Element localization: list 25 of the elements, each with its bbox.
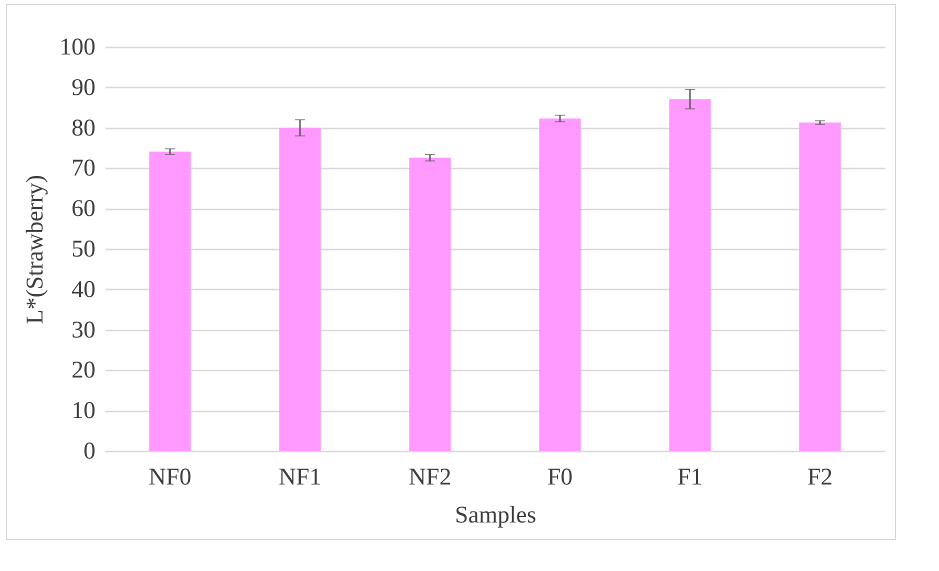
y-tick-label: 10 bbox=[72, 398, 96, 424]
x-tick-label: F1 bbox=[677, 464, 703, 490]
y-tick-label: 40 bbox=[72, 276, 96, 303]
y-axis-title: L*(Strawberry) bbox=[22, 174, 48, 324]
x-axis-title: Samples bbox=[454, 502, 536, 528]
y-tick-label: 70 bbox=[72, 156, 96, 182]
y-tick-label: 20 bbox=[72, 358, 96, 384]
bar bbox=[799, 122, 841, 451]
bar bbox=[279, 128, 321, 451]
y-tick-label: 60 bbox=[72, 196, 96, 222]
y-tick-label: 100 bbox=[60, 34, 96, 60]
y-tick-label: 0 bbox=[84, 438, 96, 464]
x-tick-label: F0 bbox=[547, 464, 573, 490]
y-tick-label: 30 bbox=[72, 317, 96, 344]
bar bbox=[539, 118, 581, 451]
y-tick-label: 90 bbox=[72, 74, 96, 101]
bar bbox=[409, 158, 451, 451]
y-tick-label: 80 bbox=[72, 115, 96, 142]
x-tick-label: F2 bbox=[807, 464, 833, 490]
x-tick-label: NF2 bbox=[408, 464, 452, 490]
x-tick-label: NF1 bbox=[278, 464, 322, 490]
x-tick-label: NF0 bbox=[148, 464, 192, 490]
y-tick-label: 50 bbox=[72, 236, 96, 262]
bar bbox=[669, 99, 711, 451]
bar bbox=[149, 152, 191, 451]
